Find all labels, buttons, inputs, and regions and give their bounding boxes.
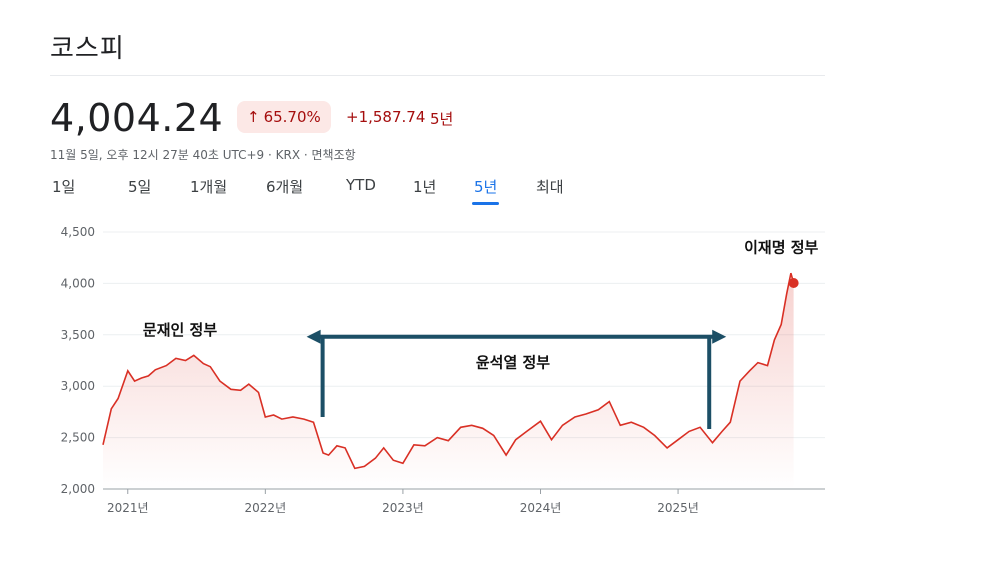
tab-1[interactable]: 5일: [128, 178, 152, 196]
x-tick-label: 2021년: [107, 501, 149, 515]
change-percent-badge: ↑ 65.70%: [237, 101, 331, 133]
x-tick-label: 2025년: [657, 501, 699, 515]
change-absolute: +1,587.74: [346, 108, 426, 126]
arrow-up-icon: ↑: [247, 108, 260, 126]
tab-0[interactable]: 1일: [52, 178, 76, 196]
annotation-label: 이재명 정부: [744, 239, 818, 257]
price-line: [102, 272, 795, 470]
tab-5[interactable]: 1년: [413, 178, 437, 196]
tab-7[interactable]: 최대: [536, 178, 564, 196]
y-tick-label: 4,000: [61, 276, 95, 290]
change-period: 5년: [430, 110, 454, 128]
x-tick-label: 2023년: [382, 501, 424, 515]
annotation-label: 문재인 정부: [143, 321, 217, 339]
tab-6[interactable]: 5년: [471, 176, 500, 205]
current-price: 4,004.24: [50, 96, 224, 140]
timestamp-meta: 11월 5일, 오후 12시 27분 40초 UTC+9 · KRX · 면책조…: [50, 148, 356, 162]
x-tick-label: 2022년: [245, 501, 287, 515]
y-tick-label: 2,500: [61, 431, 95, 445]
arrow-left-icon: [306, 329, 321, 344]
y-tick-label: 3,000: [61, 379, 95, 393]
y-tick-label: 4,500: [61, 225, 95, 239]
y-tick-label: 3,500: [61, 328, 95, 342]
tab-2[interactable]: 1개월: [190, 178, 228, 196]
x-tick-label: 2024년: [520, 501, 562, 515]
header-divider: [50, 75, 825, 76]
tab-4[interactable]: YTD: [346, 176, 376, 194]
arrow-right-icon: [712, 329, 727, 344]
annotation-label: 윤석열 정부: [476, 354, 550, 372]
tab-3[interactable]: 6개월: [266, 178, 304, 196]
current-price-marker: [788, 277, 799, 288]
price-area-fill: [103, 273, 794, 489]
y-tick-label: 2,000: [61, 482, 95, 496]
page-title: 코스피: [50, 34, 125, 64]
change-percent-value: 65.70%: [263, 108, 321, 126]
